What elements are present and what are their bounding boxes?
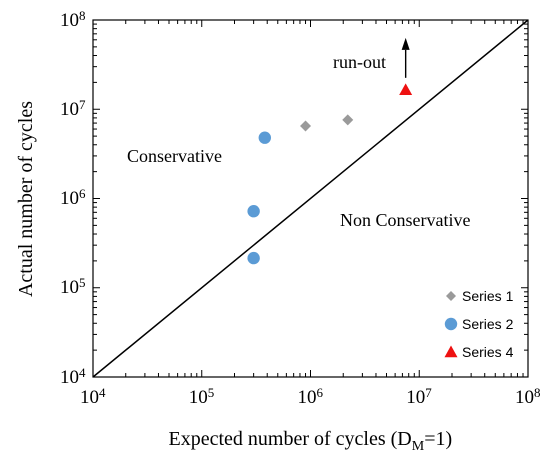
legend-label: Series 4: [462, 344, 514, 360]
y-tick-label: 107: [60, 96, 86, 120]
data-point-series-3: [399, 83, 413, 96]
y-tick-label: 105: [60, 275, 86, 299]
x-tick-label: 104: [80, 385, 106, 408]
x-tick-label: 107: [406, 385, 432, 408]
legend-marker: [446, 291, 456, 301]
data-point-series-2: [247, 205, 260, 218]
legend-marker: [444, 345, 458, 358]
x-axis-title: Expected number of cycles (DM=1): [168, 428, 453, 454]
reference-line: [92, 19, 529, 378]
run-out-arrow-head: [401, 37, 410, 50]
plot-area: [92, 19, 529, 378]
data-point-series-2: [247, 251, 260, 265]
legend-marker: [444, 317, 458, 331]
annotation-conservative: Conservative: [127, 146, 222, 166]
data-point-series-1: [342, 114, 354, 126]
x-tick-label: 106: [297, 385, 324, 408]
x-tick-label: 105: [188, 385, 215, 408]
y-axis-title: Actual number of cycles: [15, 100, 38, 297]
annotation-run-out: run-out: [333, 52, 386, 72]
legend-label: Series 2: [462, 316, 514, 332]
data-point-series-2: [258, 131, 272, 144]
legend-label: Series 1: [462, 288, 514, 304]
annotation-non-conservative: Non Conservative: [340, 210, 471, 230]
y-tick-label: 108: [60, 7, 86, 31]
y-tick-label: 104: [60, 364, 86, 388]
y-tick-label: 106: [60, 186, 86, 209]
data-point-series-1: [300, 120, 312, 132]
x-tick-label: 108: [515, 385, 541, 408]
